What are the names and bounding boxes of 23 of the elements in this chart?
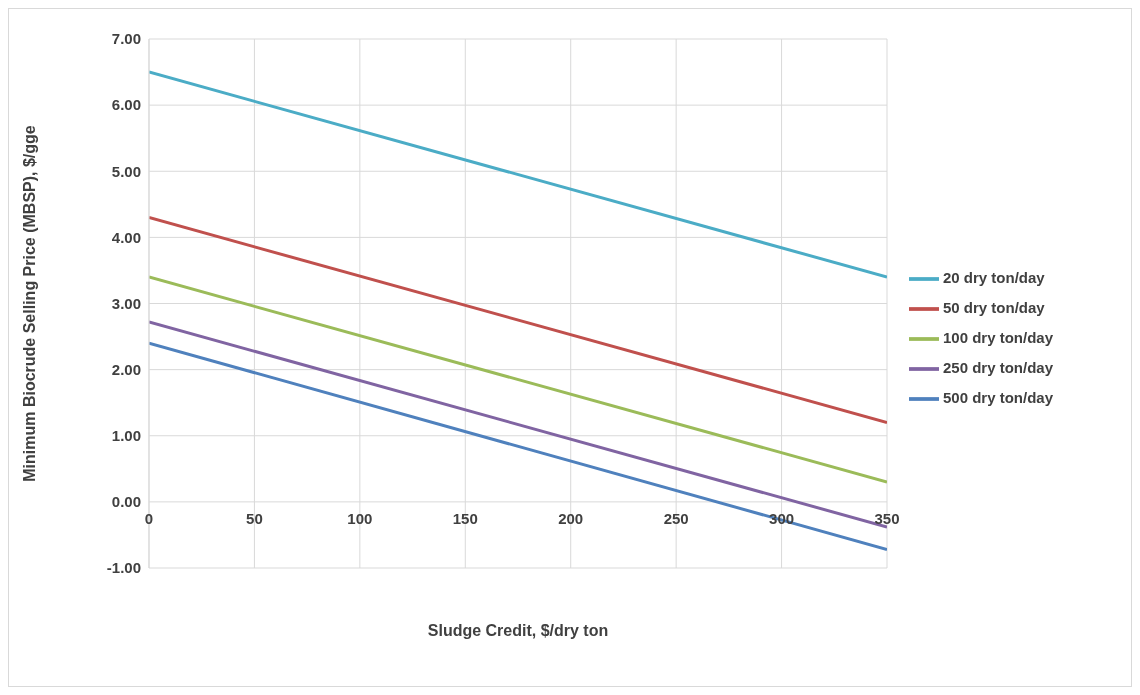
y-tick-label: 2.00: [111, 360, 141, 378]
x-tick-label: 250: [663, 509, 689, 527]
x-tick-label: 150: [452, 509, 478, 527]
x-axis-title: Sludge Credit, $/dry ton: [427, 622, 609, 639]
y-tick-label: 3.00: [111, 294, 141, 312]
x-tick-label: 0: [144, 509, 154, 527]
y-tick-label: -1.00: [106, 559, 141, 577]
y-tick-label: 0.00: [111, 493, 141, 511]
legend-label: 20 dry ton/day: [943, 268, 1045, 286]
legend-label: 100 dry ton/day: [943, 328, 1054, 346]
y-tick-label: 5.00: [111, 162, 141, 180]
y-tick-label: 4.00: [111, 228, 141, 246]
x-tick-label: 350: [874, 509, 900, 527]
y-axis-title: Minimum Biocrude Selling Price (MBSP), $/gge: [20, 125, 38, 482]
y-tick-label: 7.00: [111, 30, 141, 48]
legend-label: 50 dry ton/day: [943, 298, 1045, 316]
x-tick-label: 100: [347, 509, 373, 527]
x-tick-label: 50: [246, 509, 263, 527]
legend-label: 500 dry ton/day: [943, 388, 1054, 406]
x-tick-label: 200: [558, 509, 584, 527]
legend-label: 250 dry ton/day: [943, 358, 1054, 376]
y-tick-label: 6.00: [111, 96, 141, 114]
y-tick-label: 1.00: [111, 427, 141, 445]
